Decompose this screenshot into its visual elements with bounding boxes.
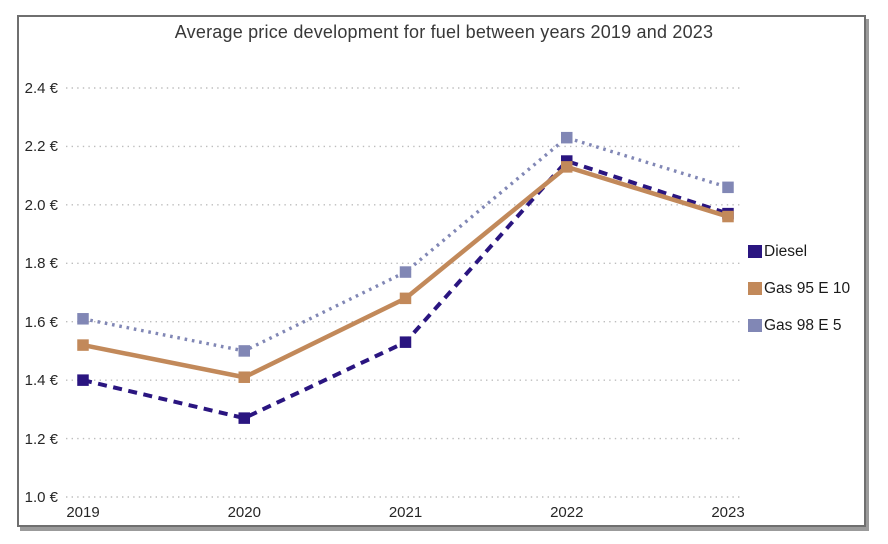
series-marker-gas-95-e-10 — [238, 371, 250, 383]
series-marker-gas-98-e-5 — [238, 345, 250, 357]
series-marker-diesel — [238, 412, 250, 424]
series-line-gas-98-e-5 — [82, 135, 729, 353]
x-tick-label: 2019 — [66, 504, 100, 521]
legend-item-gas-95-e-10: Gas 95 E 10 — [748, 279, 851, 297]
y-tick-label: 1.4 € — [24, 372, 58, 390]
series-marker-diesel — [399, 336, 412, 348]
series-marker-gas-95-e-10 — [561, 161, 573, 173]
y-tick-label: 2.4 € — [24, 80, 58, 97]
legend-item-gas-98-e-5: Gas 98 E 5 — [748, 316, 850, 334]
series-marker-gas-95-e-10 — [722, 210, 734, 223]
y-tick-label: 1.0 € — [24, 489, 58, 506]
x-tick-label: 2022 — [550, 504, 584, 521]
series-marker-gas-98-e-5 — [561, 131, 573, 144]
legend-label: Diesel — [764, 242, 808, 260]
series-line-diesel — [82, 158, 729, 421]
y-tick-label: 1.2 € — [24, 430, 58, 448]
x-tick-label: 2021 — [388, 504, 423, 521]
chart-title: Average price development for fuel betwe… — [174, 22, 714, 42]
legend: Diesel Gas 95 E 10 Gas 98 E 5 — [748, 242, 851, 355]
series-marker-gas-95-e-10 — [77, 339, 89, 351]
y-tick-label: 1.6 € — [24, 313, 58, 331]
legend-swatch-icon — [748, 282, 762, 295]
legend-label: Gas 98 E 5 — [764, 316, 842, 334]
y-tick-label: 1.8 € — [24, 255, 58, 273]
y-tick-label: 2.2 € — [24, 138, 58, 156]
legend-swatch-icon — [748, 245, 762, 258]
series-marker-diesel — [561, 155, 573, 167]
series-marker-diesel — [77, 374, 89, 386]
legend-item-diesel: Diesel — [748, 242, 850, 260]
series-marker-gas-98-e-5 — [77, 313, 89, 325]
x-tick-label: 2020 — [227, 504, 261, 521]
series-marker-gas-98-e-5 — [722, 181, 734, 194]
series-marker-gas-98-e-5 — [399, 266, 412, 278]
series-marker-gas-95-e-10 — [399, 292, 412, 305]
x-tick-label: 2023 — [711, 504, 745, 521]
y-tick-label: 2.0 € — [24, 196, 58, 214]
legend-swatch-icon — [748, 319, 762, 332]
legend-label: Gas 95 E 10 — [764, 279, 851, 297]
